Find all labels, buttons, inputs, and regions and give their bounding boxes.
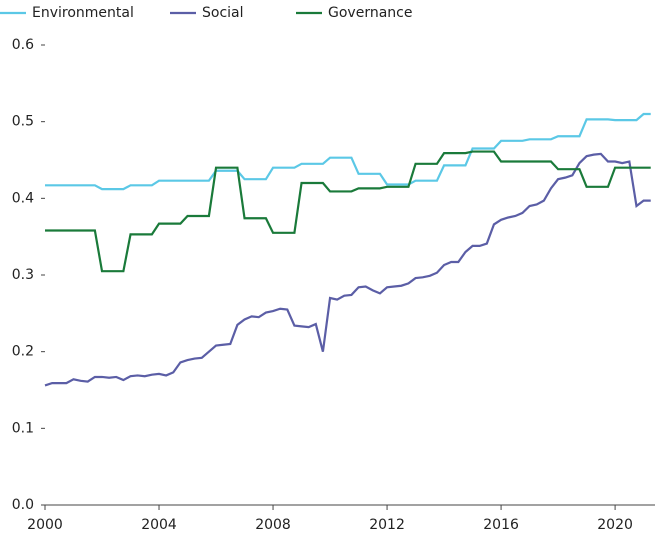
series-line xyxy=(45,150,651,273)
x-tick-label: 2012 xyxy=(369,517,405,533)
x-tick-label: 2004 xyxy=(141,517,177,533)
y-tick-label: 0.0 xyxy=(12,497,34,513)
x-tick-label: 2000 xyxy=(27,517,63,533)
y-tick-label: 0.5 xyxy=(12,114,34,130)
x-tick-label: 2020 xyxy=(597,517,633,533)
legend-label: Social xyxy=(202,5,244,21)
series-line xyxy=(44,152,651,387)
x-tick-label: 2016 xyxy=(483,517,519,533)
y-tick-label: 0.3 xyxy=(12,267,34,283)
y-tick-label: 0.2 xyxy=(12,344,34,360)
y-tick-label: 0.6 xyxy=(12,37,34,53)
legend-label: Governance xyxy=(328,5,412,21)
series-line xyxy=(45,112,651,191)
legend-label: Environmental xyxy=(32,5,134,21)
x-tick-label: 2008 xyxy=(255,517,291,533)
y-tick-label: 0.1 xyxy=(12,420,34,436)
y-tick-label: 0.4 xyxy=(12,190,34,206)
